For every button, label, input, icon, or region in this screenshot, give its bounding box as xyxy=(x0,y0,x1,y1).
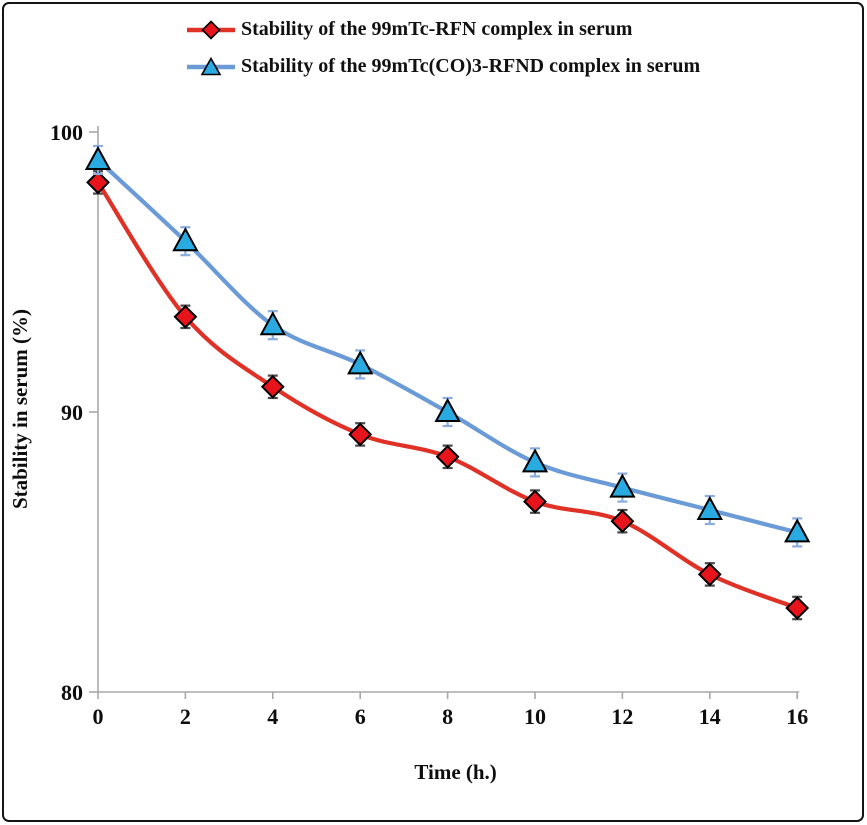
series-rfn xyxy=(86,170,810,621)
line-rfn xyxy=(95,180,800,611)
legend-item-rfn: Stability of the 99mTc-RFN complex in se… xyxy=(186,18,700,41)
triangle-marker xyxy=(696,495,723,520)
x-tick-label: 2 xyxy=(180,704,191,729)
axes xyxy=(89,126,800,699)
y-tick-label: 100 xyxy=(50,120,83,145)
diamond-marker xyxy=(785,596,810,620)
diamond-marker xyxy=(348,422,373,447)
axis-text: 80 90 100 0 2 4 6 8 10 12 14 16 Time (h.) Stability i… xyxy=(8,120,808,784)
legend-label-rfnd: Stability of the 99mTc(CO)3-RFND complex… xyxy=(241,55,701,77)
x-tick-label: 12 xyxy=(611,704,633,729)
diamond-marker xyxy=(435,444,460,469)
diamond-marker xyxy=(697,562,722,587)
x-tick-label: 14 xyxy=(699,704,721,729)
y-tick-label: 90 xyxy=(61,400,83,425)
diamond-marker xyxy=(86,170,110,195)
diamond-marker xyxy=(260,374,285,399)
triangle-marker xyxy=(259,311,286,336)
markers-rfn xyxy=(86,170,810,620)
x-tick-label: 8 xyxy=(442,704,453,729)
x-axis-title: Time (h.) xyxy=(414,760,496,784)
red-diamond-legend-icon xyxy=(187,19,235,40)
triangle-marker xyxy=(347,350,374,375)
triangle-marker xyxy=(434,397,461,422)
x-tick-label: 4 xyxy=(267,704,278,729)
diamond-marker xyxy=(173,304,198,329)
markers-rfnd xyxy=(84,145,811,543)
error-bars-rfn xyxy=(93,170,803,621)
triangle-marker xyxy=(172,227,199,252)
triangle-marker xyxy=(521,448,549,473)
y-axis-title: Stability in serum (%) xyxy=(8,309,32,509)
line-rfnd xyxy=(95,157,800,535)
legend-item-rfnd: Stability of the 99mTc(CO)3-RFND complex… xyxy=(186,55,700,78)
x-tick-label: 0 xyxy=(93,704,104,729)
error-bars-rfnd xyxy=(93,144,803,548)
triangle-marker xyxy=(84,145,112,170)
diamond-marker xyxy=(610,509,635,534)
x-tick-label: 6 xyxy=(355,704,366,729)
triangle-marker xyxy=(609,473,636,498)
blue-triangle-legend-icon xyxy=(187,56,235,75)
triangle-marker xyxy=(784,518,811,543)
series-rfnd xyxy=(84,144,811,548)
y-tick-label: 80 xyxy=(61,680,83,705)
chart-legend: Stability of the 99mTc-RFN complex in se… xyxy=(186,18,700,78)
x-tick-label: 16 xyxy=(786,704,808,729)
x-tick-label: 10 xyxy=(524,704,546,729)
diamond-marker xyxy=(523,489,547,514)
legend-label-rfn: Stability of the 99mTc-RFN complex in se… xyxy=(241,18,633,40)
